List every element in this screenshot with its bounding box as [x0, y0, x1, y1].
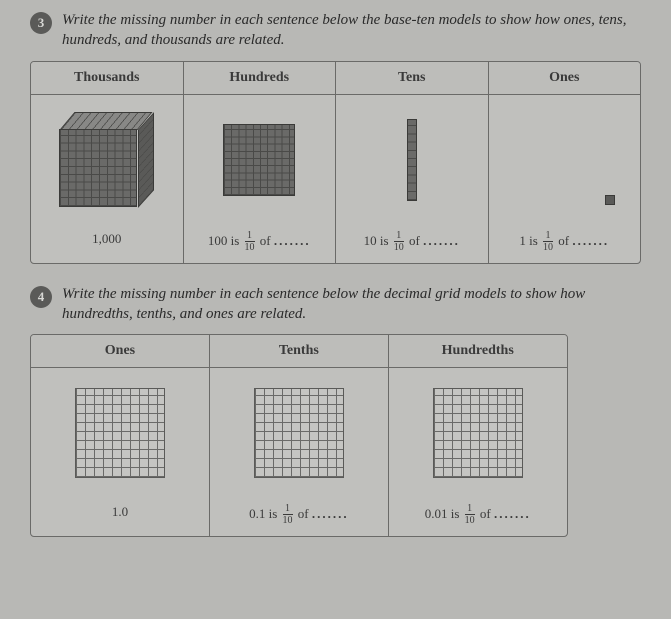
q4-h-prefix: 0.01 is [425, 506, 460, 521]
q3-o-of: of [558, 232, 569, 247]
q3-model-thousands [31, 95, 183, 225]
hundreds-flat-icon [223, 124, 295, 196]
fraction-icon: 110 [543, 231, 553, 253]
fraction-icon: 110 [283, 504, 293, 526]
question-3-header: 3 Write the missing number in each sente… [30, 10, 641, 51]
q3-o-prefix: 1 is [519, 232, 537, 247]
q4-model-ones [31, 368, 209, 498]
q4-head-ones: Ones [31, 335, 209, 368]
q3-o-blank[interactable]: ....... [572, 232, 609, 247]
q4-h-blank[interactable]: ....... [494, 506, 531, 521]
q3-col-thousands: Thousands 1,000 [31, 62, 184, 263]
q3-model-tens [336, 95, 488, 225]
q3-foot-tens: 10 is 110 of ....... [336, 225, 488, 263]
q4-col-hundredths: Hundredths 0.01 is 110 of ....... [389, 335, 567, 536]
q4-t-blank[interactable]: ....... [312, 506, 349, 521]
q3-head-hundreds: Hundreds [184, 62, 336, 95]
q4-o-prefix: 1.0 [112, 504, 128, 519]
q4-t-prefix: 0.1 is [249, 506, 277, 521]
hundredths-grid-icon [433, 388, 523, 478]
q4-col-ones: Ones 1.0 [31, 335, 210, 536]
q3-model-hundreds [184, 95, 336, 225]
q4-head-tenths: Tenths [210, 335, 388, 368]
question-3: 3 Write the missing number in each sente… [30, 10, 641, 264]
q3-t-of: of [409, 232, 420, 247]
q3-col-hundreds: Hundreds 100 is 110 of ....... [184, 62, 337, 263]
q3-h-of: of [260, 232, 271, 247]
thousands-cube-icon [59, 112, 154, 207]
question-3-prompt: Write the missing number in each sentenc… [62, 10, 641, 51]
q3-foot-thousands: 1,000 [31, 225, 183, 257]
q3-foot-ones: 1 is 110 of ....... [489, 225, 641, 263]
question-4-table: Ones 1.0 Tenths 0.1 is 110 of ....... Hu… [30, 334, 568, 537]
q3-head-ones: Ones [489, 62, 641, 95]
q4-t-of: of [298, 506, 309, 521]
q3-model-ones [489, 95, 641, 225]
fraction-icon: 110 [465, 504, 475, 526]
fraction-icon: 110 [394, 231, 404, 253]
tens-rod-icon [407, 119, 417, 201]
q3-head-tens: Tens [336, 62, 488, 95]
q3-foot-hundreds: 100 is 110 of ....... [184, 225, 336, 263]
q3-t-blank[interactable]: ....... [423, 232, 460, 247]
q4-model-hundredths [389, 368, 567, 498]
question-4-prompt: Write the missing number in each sentenc… [62, 284, 641, 325]
q4-head-hundredths: Hundredths [389, 335, 567, 368]
q4-h-of: of [480, 506, 491, 521]
q3-h-prefix: 100 is [208, 232, 239, 247]
tenths-grid-icon [254, 388, 344, 478]
q3-col-tens: Tens 10 is 110 of ....... [336, 62, 489, 263]
ones-unit-icon [605, 195, 615, 205]
q4-col-tenths: Tenths 0.1 is 110 of ....... [210, 335, 389, 536]
q4-model-tenths [210, 368, 388, 498]
q3-head-thousands: Thousands [31, 62, 183, 95]
q4-foot-ones: 1.0 [31, 498, 209, 530]
q3-col-ones: Ones 1 is 110 of ....... [489, 62, 641, 263]
question-3-table: Thousands 1,000 Hundreds 100 is 110 of .… [30, 61, 641, 264]
question-3-number-badge: 3 [30, 12, 52, 34]
question-4-header: 4 Write the missing number in each sente… [30, 284, 641, 325]
ones-grid-icon [75, 388, 165, 478]
question-4: 4 Write the missing number in each sente… [30, 284, 641, 538]
q3-foot-thousands-text: 1,000 [92, 231, 121, 246]
fraction-icon: 110 [245, 231, 255, 253]
q4-foot-hundredths: 0.01 is 110 of ....... [389, 498, 567, 536]
question-4-number-badge: 4 [30, 286, 52, 308]
q4-foot-tenths: 0.1 is 110 of ....... [210, 498, 388, 536]
q3-t-prefix: 10 is [364, 232, 389, 247]
q3-h-blank[interactable]: ....... [274, 232, 311, 247]
